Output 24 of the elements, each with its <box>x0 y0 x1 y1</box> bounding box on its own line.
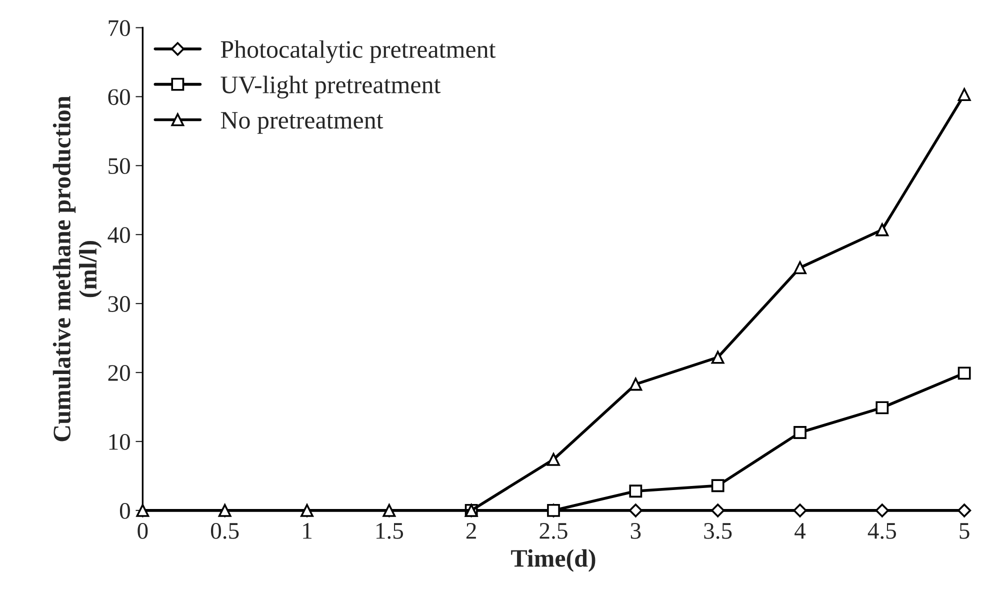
y-tick-label: 30 <box>108 296 130 312</box>
y-tick-label: 50 <box>108 158 130 174</box>
y-tick-label: 10 <box>109 434 130 450</box>
x-tick-label: 4.5 <box>868 523 896 539</box>
x-axis-title: Time(d) <box>511 549 596 572</box>
x-tick-label: 2.5 <box>540 523 568 539</box>
x-tick-label: 5 <box>960 523 970 539</box>
x-tick-label: 4 <box>794 523 806 539</box>
x-tick-label: 2 <box>466 523 476 539</box>
x-tick-label: 0.5 <box>210 522 239 539</box>
y-tick-label: 70 <box>108 20 130 36</box>
x-tick-label: 1 <box>303 523 312 539</box>
x-tick-label: 3.5 <box>704 523 732 539</box>
y-tick-label: 20 <box>108 365 130 381</box>
legend-label: Photocatalytic pretreatment <box>220 40 496 64</box>
y-tick-label: 40 <box>108 227 130 244</box>
x-tick-label: 1.5 <box>376 523 404 539</box>
x-tick-label: 0 <box>138 522 148 539</box>
y-tick-label: 0 <box>120 502 130 519</box>
y-axis-title: Cumulative methane production (ml/l) <box>52 96 102 442</box>
legend-label: UV-light pretreatment <box>220 76 441 98</box>
legend-label: No pretreatment <box>220 112 384 134</box>
y-tick-label: 60 <box>108 89 130 106</box>
x-tick-label: 3 <box>630 523 641 539</box>
